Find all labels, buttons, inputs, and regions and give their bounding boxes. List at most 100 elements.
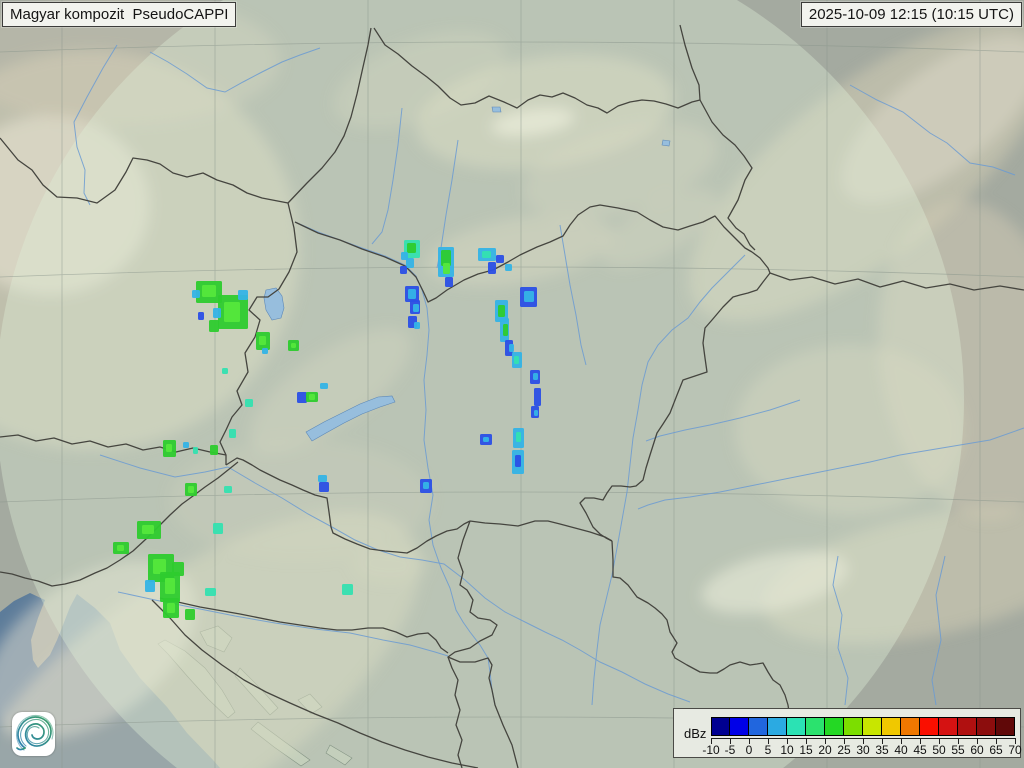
radar-echo	[205, 588, 216, 596]
dbz-tick	[977, 739, 978, 744]
radar-echo	[193, 447, 198, 454]
country-border	[219, 202, 298, 465]
country-border	[611, 540, 791, 736]
dbz-tick-label: 50	[932, 743, 946, 757]
radar-echo	[198, 312, 204, 320]
dbz-axis	[711, 738, 1016, 745]
dbz-color-cell	[901, 717, 920, 736]
river	[832, 555, 849, 706]
river	[371, 107, 403, 245]
terrain-patch	[735, 345, 965, 515]
radar-echo	[342, 584, 353, 595]
dbz-tick	[958, 739, 959, 744]
lake	[305, 395, 396, 442]
dbz-tick-label: 40	[894, 743, 908, 757]
river	[73, 44, 118, 206]
radar-echo	[496, 255, 504, 263]
country-border	[0, 434, 227, 456]
radar-echo	[482, 251, 491, 258]
radar-echo	[408, 289, 416, 299]
country-border	[447, 656, 463, 768]
radar-echo	[224, 302, 240, 322]
radar-echo	[503, 324, 508, 336]
radar-echo	[172, 562, 184, 576]
river	[559, 224, 587, 366]
radar-echo	[524, 291, 534, 302]
dbz-color-cell	[844, 717, 863, 736]
radar-echo	[533, 373, 538, 380]
river	[591, 254, 746, 706]
radar-echo	[441, 250, 451, 266]
dbz-tick	[863, 739, 864, 744]
radar-echo	[222, 368, 228, 374]
dbz-tick	[730, 739, 731, 744]
radar-echo	[401, 252, 408, 260]
dbz-color-cell	[806, 717, 825, 736]
radar-echo	[318, 475, 327, 482]
radar-echo	[245, 399, 253, 407]
radar-echo	[213, 308, 221, 318]
dbz-tick	[1015, 739, 1016, 744]
river	[637, 427, 1024, 510]
radar-echoes-layer	[113, 240, 541, 620]
dbz-tick-label: 35	[875, 743, 889, 757]
radar-echo	[167, 603, 175, 613]
radar-echo	[166, 444, 172, 452]
country-border	[579, 272, 771, 542]
terrain-patch	[0, 0, 280, 125]
radar-echo	[407, 243, 416, 253]
dbz-legend: dBz -10 -5 0 5 10 15 20 25 30 35 40 45 50 55 60 65 70	[673, 708, 1022, 758]
dbz-tick-label: 45	[913, 743, 927, 757]
dbz-tick-labels: -10 -5 0 5 10 15 20 25 30 35 40 45 50 55 60 65 70	[674, 743, 1021, 757]
hungaromet-logo	[12, 712, 55, 756]
timestamp-label: 2025-10-09 12:15 (10:15 UTC)	[800, 2, 1022, 27]
radar-echo	[534, 388, 541, 406]
product-title: Magyar kompozit PseudoCAPPI	[2, 2, 237, 27]
country-border	[447, 520, 519, 768]
radar-coverage-circle	[0, 0, 964, 768]
dbz-tick	[711, 739, 712, 744]
radar-echo	[413, 304, 419, 312]
radar-echo	[153, 559, 166, 574]
radar-echo	[145, 580, 155, 592]
terrain-patch	[701, 550, 849, 614]
terrain-patch	[602, 188, 718, 268]
parallel-line	[0, 491, 1024, 503]
radar-echo	[210, 445, 218, 455]
river	[931, 555, 946, 706]
lake	[661, 139, 671, 147]
dbz-tick-label: 60	[970, 743, 984, 757]
radar-echo	[488, 262, 496, 274]
country-border	[469, 520, 613, 542]
dbz-tick	[749, 739, 750, 744]
radar-echo	[514, 356, 519, 364]
dbz-tick-label: 10	[780, 743, 794, 757]
dbz-color-cell	[711, 717, 730, 736]
radar-echo	[498, 305, 505, 317]
dbz-tick	[996, 739, 997, 744]
dbz-color-cell	[768, 717, 787, 736]
radar-echo	[202, 285, 216, 297]
radar-echo	[309, 394, 315, 400]
river	[849, 84, 1016, 176]
radar-echo	[483, 437, 489, 442]
country-border	[159, 597, 449, 654]
river	[149, 47, 321, 93]
dbz-tick-label: -5	[724, 743, 736, 757]
dbz-tick	[882, 739, 883, 744]
dbz-tick	[825, 739, 826, 744]
country-border	[699, 99, 756, 251]
lake	[491, 106, 502, 113]
dbz-tick	[939, 739, 940, 744]
radar-echo	[509, 344, 514, 352]
radar-echo	[262, 348, 268, 354]
radar-echo	[142, 525, 154, 534]
dbz-tick	[806, 739, 807, 744]
radar-echo	[165, 578, 175, 594]
terrain-patch	[491, 107, 575, 137]
dbz-color-cell	[863, 717, 882, 736]
dbz-tick	[901, 739, 902, 744]
radar-echo	[400, 266, 407, 274]
radar-echo	[505, 264, 512, 271]
